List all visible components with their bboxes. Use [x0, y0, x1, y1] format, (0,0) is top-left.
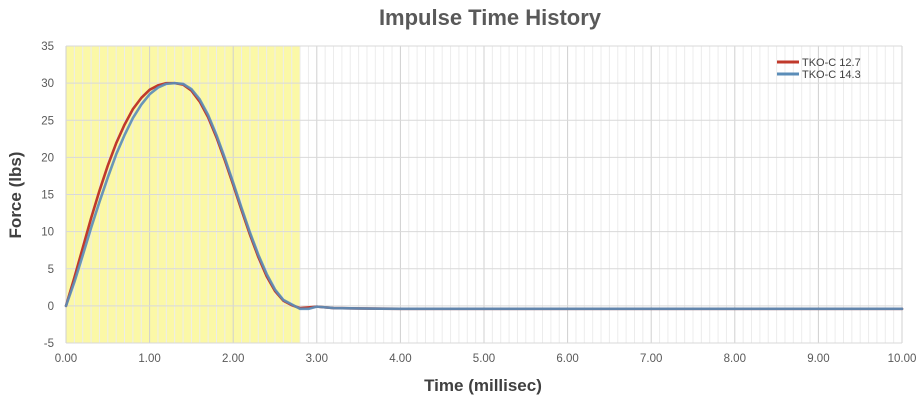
x-tick-label: 7.00 — [640, 353, 662, 365]
y-tick-label: -5 — [44, 338, 54, 350]
chart-title: Impulse Time History — [379, 5, 602, 30]
legend-label: TKO-C 12.7 — [802, 57, 861, 69]
y-tick-label: 10 — [41, 227, 54, 239]
y-tick-label: 5 — [48, 264, 54, 276]
x-tick-label: 1.00 — [138, 353, 160, 365]
y-tick-label: 35 — [41, 41, 54, 53]
x-tick-label: 4.00 — [389, 353, 411, 365]
y-tick-label: 0 — [48, 301, 54, 313]
x-tick-label: 5.00 — [473, 353, 495, 365]
x-tick-label: 3.00 — [306, 353, 328, 365]
y-axis-title: Force (lbs) — [6, 152, 25, 239]
x-tick-label: 0.00 — [55, 353, 77, 365]
y-tick-label: 25 — [41, 115, 54, 127]
x-axis-title: Time (millisec) — [424, 376, 542, 395]
y-tick-label: 15 — [41, 190, 54, 202]
legend-label: TKO-C 14.3 — [802, 69, 861, 81]
x-tick-label: 6.00 — [556, 353, 578, 365]
x-tick-label: 8.00 — [724, 353, 746, 365]
y-tick-label: 30 — [41, 78, 54, 90]
series-line-2 — [64, 81, 904, 311]
x-tick-label: 2.00 — [222, 353, 244, 365]
plot-area: 0.00 1.00 2.00 3.00 4.00 5.00 6.00 7.00 8.00 9.00… — [41, 41, 916, 365]
x-tick-label: 10.00 — [888, 353, 917, 365]
y-tick-label: 20 — [41, 152, 54, 164]
x-tick-label: 9.00 — [807, 353, 829, 365]
